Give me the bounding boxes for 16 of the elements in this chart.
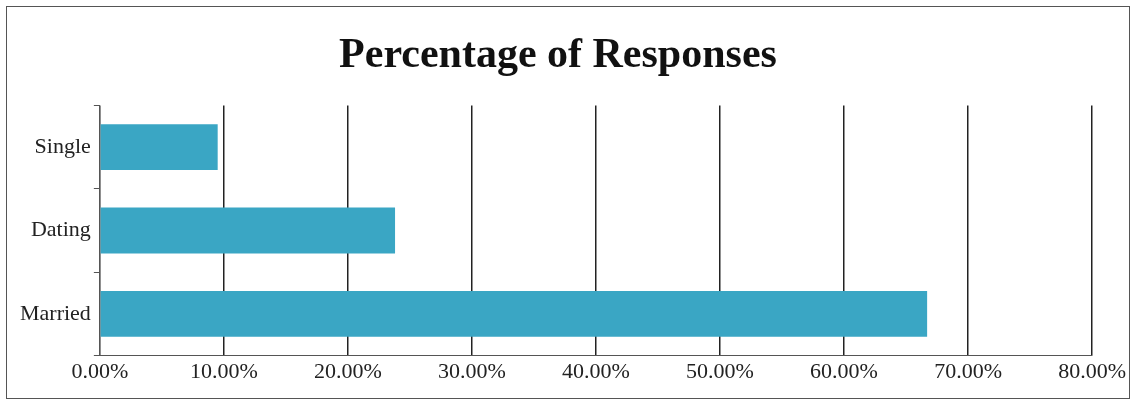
x-tick-label: 50.00%: [686, 357, 754, 383]
chart-title: Percentage of Responses: [339, 30, 777, 77]
x-tick-label: 20.00%: [314, 357, 382, 383]
y-tick-label: Single: [34, 132, 91, 158]
x-tick-label: 80.00%: [1058, 357, 1126, 383]
x-tick-label: 70.00%: [934, 357, 1002, 383]
x-tick-label: 60.00%: [810, 357, 878, 383]
bar: [100, 207, 396, 254]
y-tick-label: Married: [20, 299, 91, 325]
x-tick-label: 0.00%: [71, 357, 129, 383]
x-tick-label: 30.00%: [438, 357, 506, 383]
x-tick-label: 10.00%: [189, 357, 258, 383]
bar: [100, 290, 928, 337]
bar: [100, 124, 218, 171]
x-tick-label: 40.00%: [562, 357, 630, 383]
y-tick-label: Dating: [30, 216, 91, 242]
